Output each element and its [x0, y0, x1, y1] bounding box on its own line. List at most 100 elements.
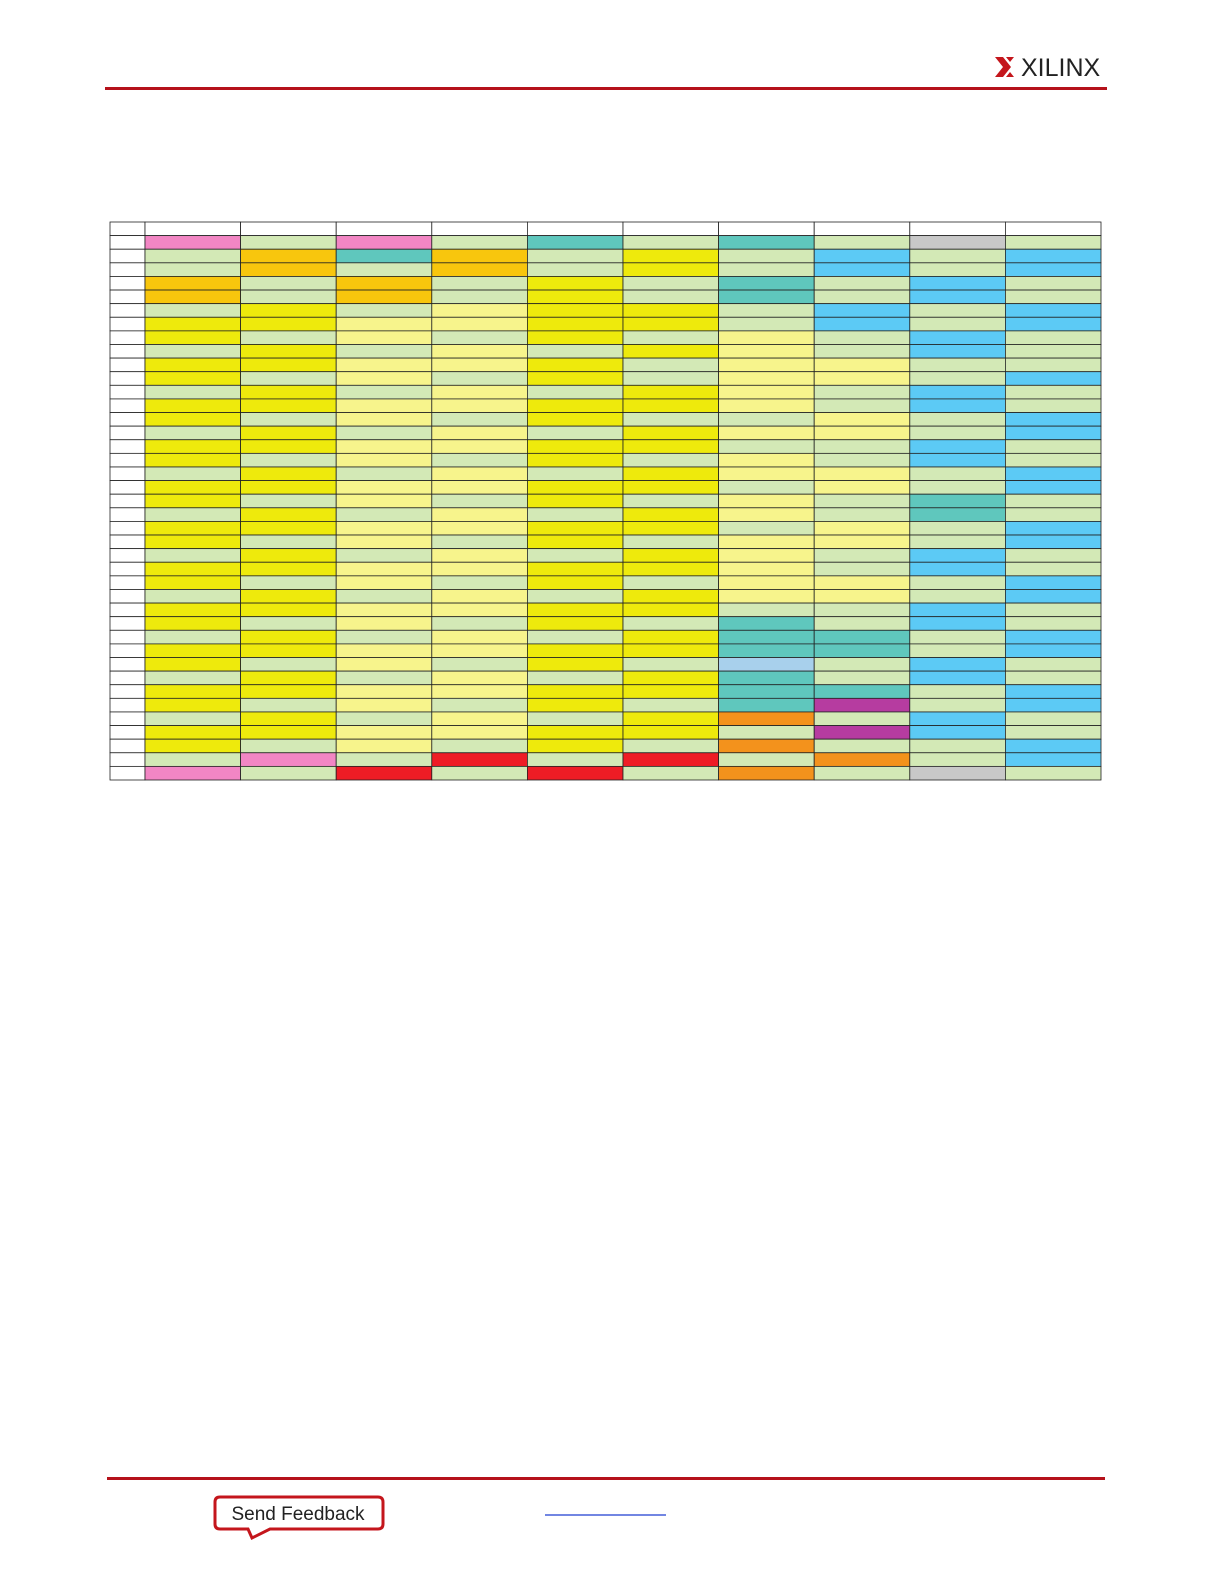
table-cell — [622, 330, 719, 345]
table-cell — [431, 725, 528, 740]
table-cell — [813, 276, 911, 291]
table-cell — [335, 616, 433, 631]
table-cell — [240, 452, 337, 468]
table-cell — [813, 480, 911, 495]
table-cell — [109, 697, 146, 713]
table-cell — [909, 316, 1006, 332]
table-cell — [1005, 575, 1102, 590]
table-cell — [718, 670, 815, 686]
table-cell — [109, 752, 146, 767]
table-cell — [909, 697, 1006, 713]
table-cell — [622, 425, 719, 441]
table-cell — [240, 534, 337, 550]
table-cell — [431, 303, 528, 318]
table-cell — [718, 507, 815, 522]
table-cell — [109, 589, 146, 604]
table-cell — [109, 548, 146, 563]
table-cell — [335, 330, 433, 345]
send-feedback[interactable]: Send Feedback — [213, 1495, 385, 1541]
table-cell — [144, 738, 241, 754]
table-cell — [1005, 357, 1102, 373]
table-cell — [909, 534, 1006, 550]
table-cell — [909, 466, 1006, 481]
logo: XILINX — [995, 54, 1101, 82]
table-cell — [431, 412, 528, 427]
table-cell — [240, 548, 337, 563]
table-cell — [240, 629, 337, 645]
table-cell — [144, 575, 241, 590]
table-cell — [144, 670, 241, 686]
table-cell — [527, 412, 624, 427]
table-cell — [240, 521, 337, 536]
table-cell — [335, 262, 433, 277]
table-cell — [813, 602, 911, 618]
table-cell — [240, 439, 337, 454]
table-cell — [335, 248, 433, 264]
table-cell — [909, 289, 1006, 305]
table-cell — [335, 466, 433, 481]
table-cell — [431, 697, 528, 713]
table-cell — [718, 657, 815, 672]
table-cell — [240, 330, 337, 345]
table-cell — [813, 439, 911, 454]
table-cell — [622, 657, 719, 672]
table-cell — [622, 548, 719, 563]
table-cell — [622, 670, 719, 686]
table-cell — [431, 507, 528, 522]
table-cell — [1005, 589, 1102, 604]
table-cell — [527, 248, 624, 264]
table-cell — [109, 657, 146, 672]
table-cell — [622, 466, 719, 481]
table-cell — [622, 480, 719, 495]
table-cell — [144, 289, 241, 305]
table-cell — [527, 521, 624, 536]
table-cell — [813, 289, 911, 305]
table-cell — [813, 616, 911, 631]
table-cell — [109, 534, 146, 550]
table-cell — [527, 344, 624, 359]
table-cell — [622, 357, 719, 373]
table-cell — [622, 752, 719, 767]
table-cell — [909, 439, 1006, 454]
table-cell — [431, 765, 528, 781]
table-cell — [144, 276, 241, 291]
table-cell — [109, 507, 146, 522]
feedback-button[interactable] — [213, 1495, 385, 1541]
table-cell — [335, 752, 433, 767]
table-cell — [240, 738, 337, 754]
table-cell — [144, 752, 241, 767]
table-cell — [109, 466, 146, 481]
table-cell — [335, 221, 433, 237]
table-cell — [909, 752, 1006, 767]
table-cell — [1005, 466, 1102, 481]
table-cell — [527, 602, 624, 618]
table-cell — [622, 248, 719, 264]
table-cell — [718, 289, 815, 305]
table-cell — [335, 643, 433, 658]
table-cell — [527, 548, 624, 563]
table-cell — [240, 752, 337, 767]
table-cell — [813, 684, 911, 699]
table-cell — [718, 344, 815, 359]
header-rule — [105, 87, 1107, 90]
table-cell — [1005, 657, 1102, 672]
table-cell — [109, 303, 146, 318]
table-cell — [622, 643, 719, 658]
table-cell — [622, 276, 719, 291]
table-cell — [718, 561, 815, 577]
table-cell — [813, 575, 911, 590]
table-cell — [144, 657, 241, 672]
table-cell — [109, 316, 146, 332]
table-cell — [240, 289, 337, 305]
table-cell — [622, 534, 719, 550]
table-cell — [909, 738, 1006, 754]
table-cell — [335, 425, 433, 441]
feedback-label[interactable]: Send Feedback — [231, 1504, 365, 1525]
table-cell — [335, 697, 433, 713]
table-cell — [109, 344, 146, 359]
table-cell — [813, 384, 911, 400]
table-cell — [527, 684, 624, 699]
table-cell — [909, 412, 1006, 427]
table-cell — [909, 589, 1006, 604]
table-cell — [909, 725, 1006, 740]
